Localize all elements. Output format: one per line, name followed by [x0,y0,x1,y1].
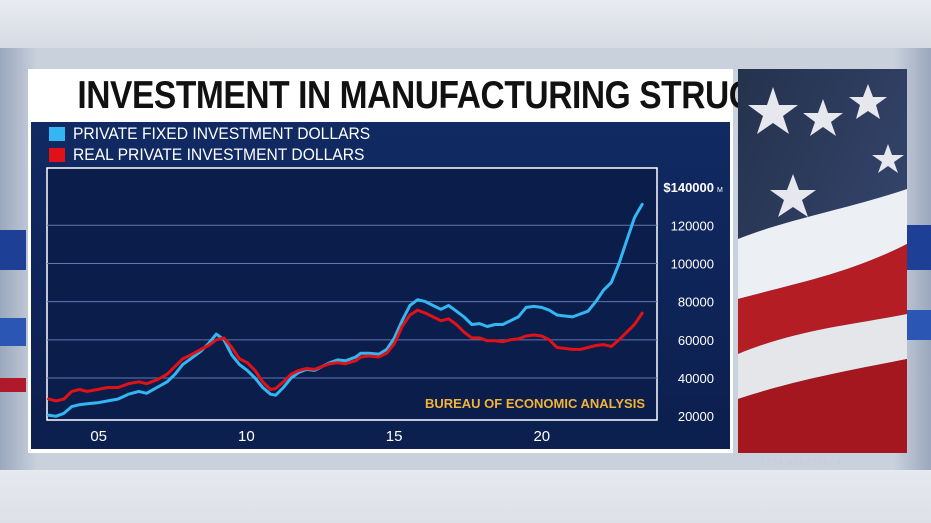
american-flag-image [738,69,907,453]
series-line-real-private-investment-dollars [47,308,644,403]
y-tick-label: 60000 [678,333,714,348]
y-tick-label: $140000 [663,180,714,195]
legend-label-fixed: PRIVATE FIXED INVESTMENT DOLLARS [73,124,371,143]
legend-item-real: REAL PRIVATE INVESTMENT DOLLARS [49,145,390,164]
legend-label-real: REAL PRIVATE INVESTMENT DOLLARS [73,145,365,164]
x-tick-label: 15 [386,428,403,445]
y-tick-label: 20000 [678,409,714,424]
series-line-private-fixed-investment-dollars [47,202,644,418]
x-tick-label: 05 [90,428,107,445]
backdrop-top [0,0,931,48]
american-flag-icon [738,69,907,453]
x-tick-label: 20 [533,428,550,445]
ticker-text: 1234.906227674 [760,457,842,467]
legend-swatch-real [49,148,65,162]
flag-stripe-left [0,230,26,270]
y-tick-label: 40000 [678,371,714,386]
legend-item-fixed: PRIVATE FIXED INVESTMENT DOLLARS [49,124,396,143]
y-tick-label: 120000 [671,218,714,233]
flag-stripe-left [0,318,26,346]
y-tick-unit: M [717,187,723,194]
y-tick-label: 80000 [678,295,714,310]
backdrop-bottom [0,470,931,523]
x-tick-label: 10 [238,428,255,445]
legend-swatch-fixed [49,127,65,141]
flag-stripe-right [907,310,931,340]
flag-stripe-left [0,378,26,392]
flag-stripe-right [907,225,931,270]
source-label: BUREAU OF ECONOMIC ANALYSIS [425,396,645,411]
y-tick-label: 100000 [671,256,714,271]
